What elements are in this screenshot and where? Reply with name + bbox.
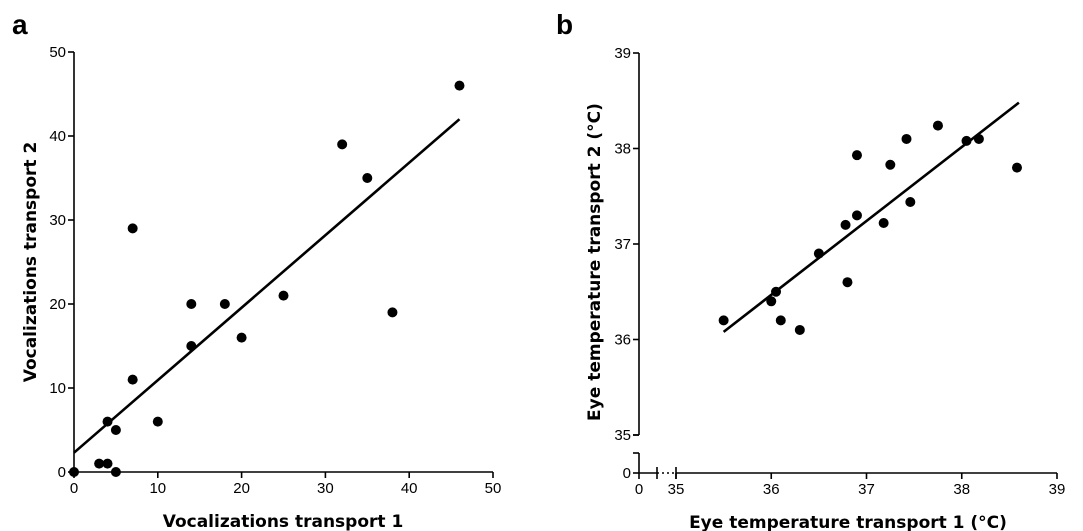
- panel-b-letter: b: [556, 9, 573, 40]
- panel-b-x-tick-label: 39: [1049, 481, 1066, 498]
- panel-b-data-point: [841, 220, 851, 230]
- panel-a-y-tick-label: 50: [49, 44, 66, 61]
- panel-b-data-point: [852, 210, 862, 220]
- panel-a-data-point: [111, 467, 121, 477]
- panel-b-data-point: [719, 315, 729, 325]
- panel-b-data-point: [879, 218, 889, 228]
- panel-b-x-tick-label: 35: [668, 481, 685, 498]
- panel-b-y-axis-label: Eye temperature transport 2 (°C): [585, 103, 605, 421]
- panel-a-data-point: [186, 299, 196, 309]
- panel-a-data-point: [103, 459, 113, 469]
- panel-b-data-point: [852, 150, 862, 160]
- panel-b-x-tick-label: 36: [763, 481, 780, 498]
- panel-b-data-point: [902, 134, 912, 144]
- panel-b-data-point: [962, 136, 972, 146]
- panel-a-x-axis-label: Vocalizations transport 1: [163, 512, 404, 531]
- panel-a-chart: Vocalizations transport 1 Vocalizations …: [21, 44, 501, 531]
- panel-b-data-point: [885, 160, 895, 170]
- panel-a-data-point: [111, 425, 121, 435]
- panel-b-chart: Eye temperature transport 1 (°C) Eye tem…: [585, 45, 1065, 531]
- panel-b-data-point: [795, 325, 805, 335]
- panel-a-data-point: [103, 417, 113, 427]
- panel-b-x-zero-tick-label: 0: [635, 481, 643, 498]
- panel-a-x-tick-label: 50: [485, 480, 502, 497]
- panel-b-y-tick-label: 35: [614, 427, 631, 444]
- panel-a-y-tick-label: 10: [49, 380, 66, 397]
- panel-a-y-axis-label: Vocalizations transport 2: [21, 142, 41, 383]
- panel-b-data-point: [842, 277, 852, 287]
- panel-b-x-axis-label: Eye temperature transport 1 (°C): [689, 513, 1007, 531]
- panel-a-x-tick-label: 30: [317, 480, 334, 497]
- panel-b-y-tick-label: 39: [614, 45, 631, 62]
- panel-a-x-tick-label: 40: [401, 480, 418, 497]
- panel-a-x-tick-label: 0: [70, 480, 78, 497]
- panel-a-y-tick-label: 40: [49, 128, 66, 145]
- panel-a-data-point: [237, 333, 247, 343]
- panel-a-letter: a: [12, 9, 28, 40]
- panel-b-x-tick-label: 38: [953, 481, 970, 498]
- panel-b-data-point: [905, 197, 915, 207]
- panel-b-data-point: [974, 134, 984, 144]
- panel-a-data-point: [220, 299, 230, 309]
- panel-a-y-tick-label: 0: [58, 464, 66, 481]
- panel-a-data-point: [128, 375, 138, 385]
- panel-b-y-zero-tick-label: 0: [623, 465, 631, 482]
- panel-b-data-point: [766, 296, 776, 306]
- panel-a-regression-line: [74, 119, 459, 452]
- panel-b-x-tick-label: 37: [858, 481, 875, 498]
- panel-a-x-tick-label: 20: [233, 480, 250, 497]
- panel-a-data-point: [279, 291, 289, 301]
- panel-a-y-tick-label: 30: [49, 212, 66, 229]
- panel-a-y-tick-label: 20: [49, 296, 66, 313]
- panel-a-data-point: [454, 81, 464, 91]
- panel-a-data-point: [337, 139, 347, 149]
- panel-a-x-tick-label: 10: [149, 480, 166, 497]
- panel-b-data-point: [933, 121, 943, 131]
- panel-a-data-point: [128, 223, 138, 233]
- panel-b-data-point: [776, 315, 786, 325]
- panel-b-y-tick-label: 37: [614, 236, 631, 253]
- panel-b-data-point: [814, 249, 824, 259]
- panel-b-y-tick-label: 36: [614, 332, 631, 349]
- panel-b-y-tick-label: 38: [614, 141, 631, 158]
- panel-a-data-point: [387, 307, 397, 317]
- panel-a-data-point: [186, 341, 196, 351]
- panel-a-data-point: [69, 467, 79, 477]
- panel-b-data-point: [1012, 163, 1022, 173]
- panel-b-data-point: [771, 287, 781, 297]
- panel-a-data-point: [153, 417, 163, 427]
- panel-a-data-point: [362, 173, 372, 183]
